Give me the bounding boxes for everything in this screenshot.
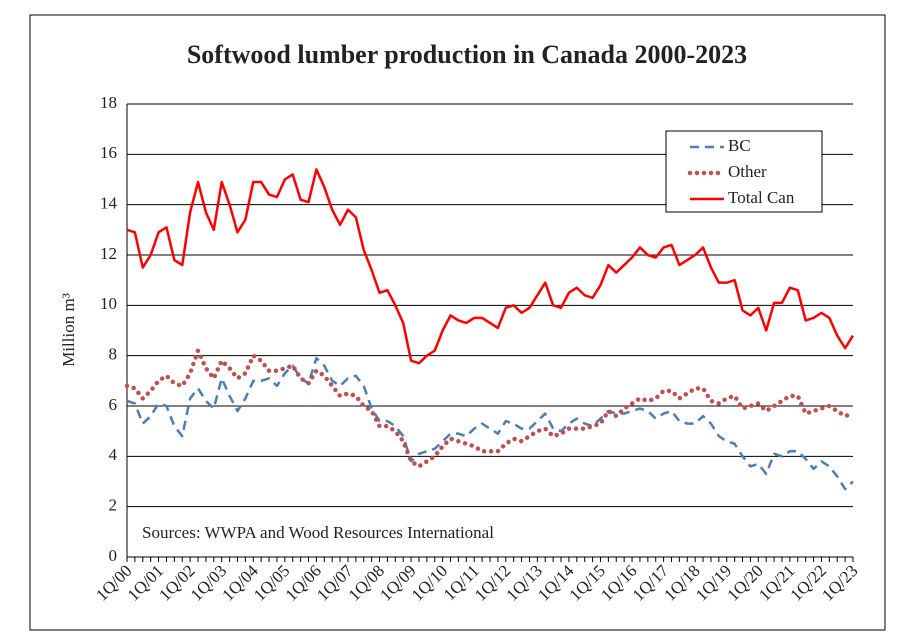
chart-frame xyxy=(29,14,886,631)
legend-label: Total Can xyxy=(728,188,795,207)
chart-title: Softwood lumber production in Canada 200… xyxy=(187,40,747,69)
y-tick-label: 12 xyxy=(100,244,117,263)
series-line xyxy=(126,356,854,491)
y-tick-label: 16 xyxy=(100,143,117,162)
legend-label: Other xyxy=(728,162,767,181)
legend-label: BC xyxy=(728,136,751,155)
y-tick-label: 8 xyxy=(109,345,118,364)
y-tick-label: 0 xyxy=(109,546,118,565)
y-tick-label: 2 xyxy=(109,496,118,515)
y-axis-label: Million m³ xyxy=(59,293,78,367)
y-tick-label: 6 xyxy=(109,395,118,414)
series-line xyxy=(124,348,856,469)
annotation: Sources: WWPA and Wood Resources Interna… xyxy=(142,523,494,542)
y-tick-label: 10 xyxy=(100,294,117,313)
series-line xyxy=(126,168,855,365)
y-tick-label: 4 xyxy=(109,445,118,464)
y-tick-label: 14 xyxy=(100,194,118,213)
y-tick-label: 18 xyxy=(100,93,117,112)
